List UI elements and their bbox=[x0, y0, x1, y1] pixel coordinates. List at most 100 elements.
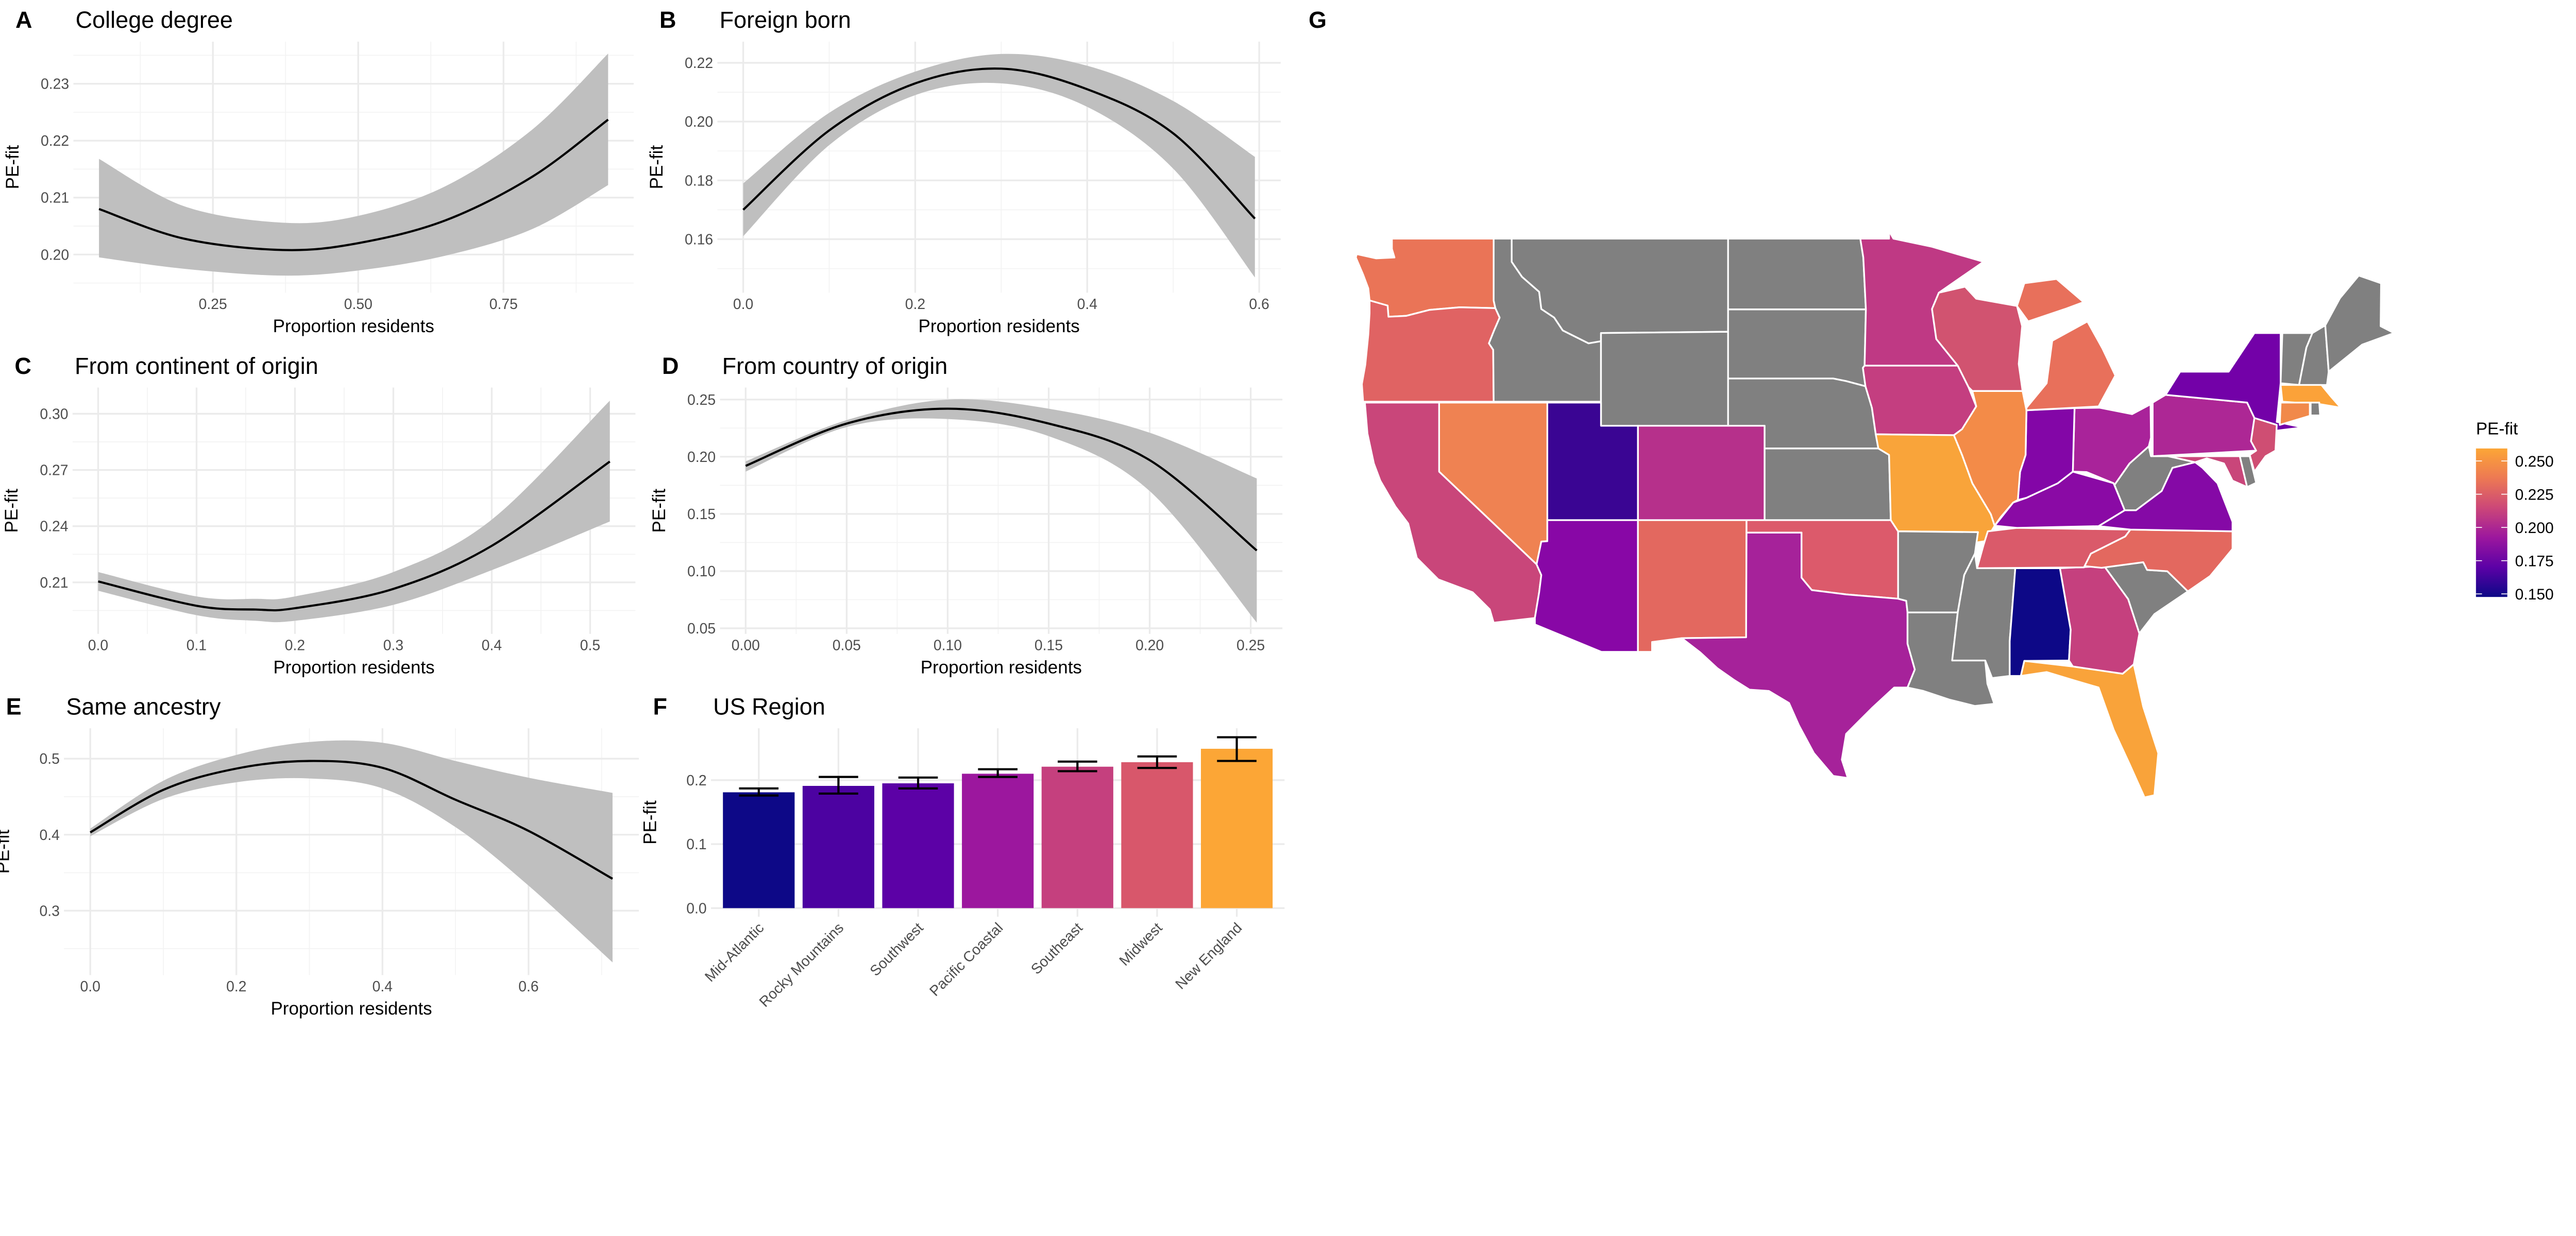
y-tick-label: 0.24 bbox=[40, 519, 68, 535]
y-tick-label: 0.20 bbox=[687, 449, 716, 466]
panel-label: F bbox=[653, 694, 668, 720]
y-tick-label: 0.21 bbox=[40, 575, 68, 591]
confidence-band bbox=[90, 740, 613, 963]
y-tick-label: 0.15 bbox=[687, 506, 716, 523]
y-tick-label: 0.20 bbox=[685, 114, 713, 130]
state-ca bbox=[1364, 402, 1543, 624]
panel-title: From country of origin bbox=[722, 353, 948, 379]
y-tick-label: 0.22 bbox=[41, 133, 69, 149]
state-wi bbox=[1931, 286, 2024, 392]
error-bar bbox=[1137, 755, 1177, 769]
state-pa bbox=[2151, 394, 2257, 457]
state-fl bbox=[2020, 660, 2159, 799]
state-or bbox=[1361, 299, 1501, 403]
state-mi bbox=[2016, 278, 2084, 322]
x-tick-label: Pacific Coastal bbox=[926, 920, 1006, 1000]
state-az bbox=[1534, 519, 1639, 653]
figure: 0.20 0.21 0.22 0.23 0.25 0.50 0.75 Proportion r… bbox=[0, 7, 2554, 1019]
y-axis-title: PE-fit bbox=[647, 145, 667, 190]
confidence-band bbox=[98, 400, 610, 623]
y-tick-label: 0.4 bbox=[39, 827, 59, 844]
panel-title: Foreign born bbox=[720, 7, 851, 33]
panel-title: From continent of origin bbox=[75, 353, 318, 379]
confidence-band bbox=[743, 54, 1255, 278]
y-tick-label: 0.10 bbox=[687, 563, 716, 580]
x-tick-label: 0.5 bbox=[580, 638, 600, 654]
state-oh bbox=[2072, 403, 2152, 486]
panel-title: US Region bbox=[713, 694, 825, 720]
x-axis-title: Proportion residents bbox=[270, 999, 432, 1019]
error-bar bbox=[898, 776, 938, 790]
x-axis-title: Proportion residents bbox=[921, 658, 1082, 678]
y-tick-label: 0.05 bbox=[687, 621, 716, 637]
error-bar bbox=[978, 768, 1018, 778]
panel-title: Same ancestry bbox=[66, 694, 221, 720]
fit-line bbox=[97, 460, 611, 612]
x-tick-label: 0.0 bbox=[80, 978, 100, 995]
y-tick-label: 0.1 bbox=[686, 836, 706, 853]
state-nj bbox=[2249, 417, 2278, 473]
error-bar bbox=[1217, 736, 1257, 762]
y-tick-label: 0.21 bbox=[41, 190, 69, 207]
y-tick-label: 0.27 bbox=[40, 462, 68, 479]
panel-label: C bbox=[14, 353, 31, 379]
bar-midwest bbox=[1121, 762, 1193, 908]
x-tick-label: 0.1 bbox=[187, 638, 207, 654]
state-me bbox=[2324, 274, 2395, 373]
x-tick-label: 0.15 bbox=[1035, 638, 1063, 654]
panel-label: G bbox=[1309, 7, 1327, 33]
state-ia bbox=[1862, 365, 1977, 436]
state-wy bbox=[1600, 331, 1729, 427]
y-tick-label: 0.20 bbox=[41, 247, 69, 263]
legend-title: PE-fit bbox=[2476, 419, 2518, 438]
y-tick-label: 0.2 bbox=[686, 772, 706, 789]
x-tick-label: 0.25 bbox=[199, 296, 227, 313]
panel-D: 0.05 0.10 0.15 0.20 0.25 0.00 0.05 0.10 0.15 0.20… bbox=[649, 353, 1283, 678]
x-tick-label: 0.2 bbox=[226, 978, 246, 995]
x-tick-label: 0.05 bbox=[833, 638, 861, 654]
y-tick-label: 0.22 bbox=[685, 55, 713, 72]
legend-tick-label: 0.250 bbox=[2515, 453, 2554, 470]
x-tick-label: 0.0 bbox=[88, 638, 108, 654]
y-tick-label: 0.3 bbox=[39, 903, 59, 919]
y-axis-title: PE-fit bbox=[3, 145, 23, 190]
x-tick-label: 0.0 bbox=[733, 296, 753, 313]
error-bar bbox=[739, 787, 779, 797]
x-tick-label: New England bbox=[1172, 920, 1245, 993]
panel-label: E bbox=[6, 694, 22, 720]
panel-label: D bbox=[662, 353, 679, 379]
y-axis-title: PE-fit bbox=[649, 489, 669, 533]
panel-title: College degree bbox=[76, 7, 233, 33]
y-axis-title: PE-fit bbox=[2, 489, 22, 533]
x-tick-label: 0.20 bbox=[1136, 638, 1164, 654]
legend-colorbar bbox=[2476, 448, 2507, 597]
state-ri bbox=[2310, 402, 2321, 417]
bar-mid-atlantic bbox=[723, 792, 795, 908]
bar-southwest bbox=[882, 783, 954, 908]
x-tick-label: 0.2 bbox=[285, 638, 305, 654]
y-axis-title: PE-fit bbox=[0, 830, 13, 874]
panel-C: 0.21 0.24 0.27 0.30 0.0 0.1 0.2 0.3 0.4 0.5 Propor… bbox=[2, 353, 636, 678]
state-il bbox=[1953, 390, 2027, 527]
fit-line bbox=[90, 760, 613, 880]
x-tick-label: 0.4 bbox=[482, 638, 502, 654]
x-axis-title: Proportion residents bbox=[273, 316, 434, 336]
x-tick-label: 0.00 bbox=[732, 638, 760, 654]
state-tx bbox=[1681, 531, 1916, 779]
x-axis-title: Proportion residents bbox=[919, 316, 1080, 336]
x-tick-label: 0.50 bbox=[344, 296, 372, 313]
bar-new-england bbox=[1200, 748, 1273, 908]
legend-tick-label: 0.200 bbox=[2515, 520, 2554, 537]
panel-label: A bbox=[15, 7, 32, 33]
fit-line bbox=[745, 407, 1258, 552]
x-tick-label: Southeast bbox=[1028, 920, 1086, 978]
state-sd bbox=[1727, 308, 1867, 387]
panel-label: B bbox=[659, 7, 676, 33]
y-tick-label: 0.0 bbox=[686, 900, 706, 917]
y-tick-label: 0.18 bbox=[685, 173, 713, 189]
legend-tick-label: 0.150 bbox=[2515, 586, 2554, 603]
y-tick-label: 0.30 bbox=[40, 406, 68, 422]
y-tick-label: 0.23 bbox=[41, 76, 69, 93]
fit-line bbox=[98, 118, 609, 251]
